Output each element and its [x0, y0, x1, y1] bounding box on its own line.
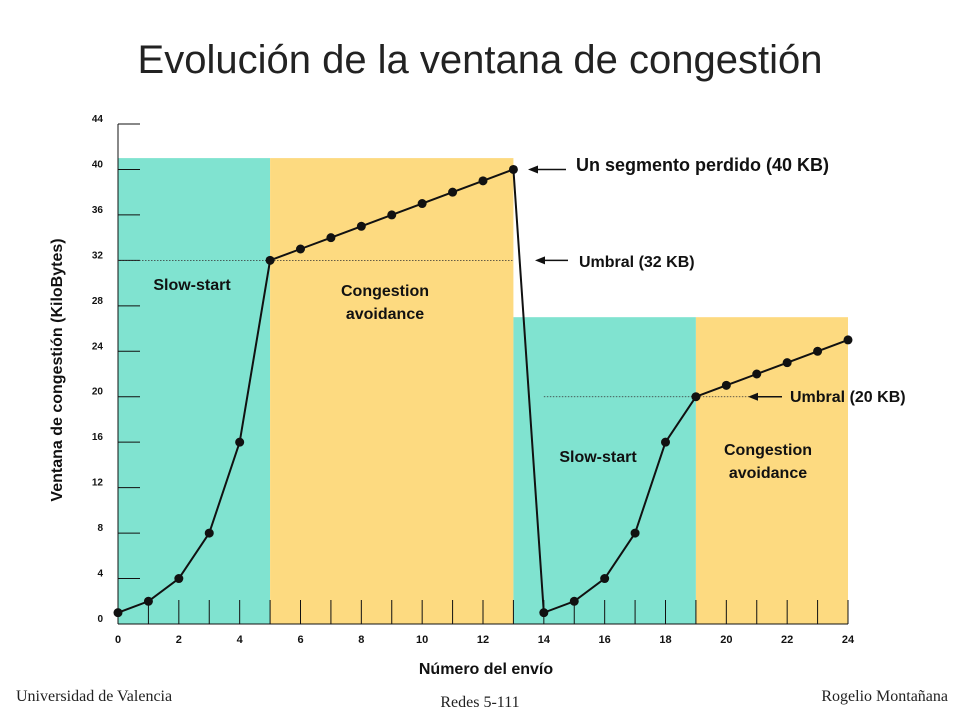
- y-tick-label: 32: [92, 250, 104, 261]
- y-tick-label: 0: [97, 614, 103, 625]
- data-point-22: [782, 358, 792, 368]
- data-point-0: [113, 608, 123, 618]
- y-axis-label: Ventana de congestión (KiloBytes): [49, 238, 66, 501]
- data-point-24: [843, 335, 853, 345]
- x-tick-label: 10: [416, 634, 428, 646]
- data-point-4: [235, 437, 245, 447]
- annotation-arrow-head-1: [535, 256, 545, 265]
- data-point-12: [478, 176, 488, 186]
- x-tick-label: 8: [358, 634, 364, 646]
- data-point-2: [174, 574, 184, 584]
- data-point-19: [691, 392, 701, 402]
- x-tick-label: 6: [297, 634, 303, 646]
- y-tick-label: 20: [92, 387, 104, 398]
- data-point-13: [508, 164, 518, 174]
- data-point-20: [721, 380, 731, 390]
- data-point-3: [204, 528, 214, 538]
- data-point-23: [813, 346, 823, 356]
- annotation-arrow-head-0: [528, 165, 538, 174]
- annotation-label-0: Un segmento perdido (40 KB): [576, 155, 829, 175]
- y-tick-label: 40: [92, 159, 104, 170]
- annotation-label-1: Umbral (32 KB): [579, 254, 695, 271]
- x-tick-label: 18: [659, 634, 671, 646]
- data-point-10: [417, 199, 427, 209]
- region-label-2: Slow-start: [559, 449, 637, 466]
- phase-region-slow-start-2: [513, 317, 696, 624]
- region-label-1-line1: avoidance: [346, 306, 424, 323]
- region-label-3-line1: avoidance: [729, 465, 807, 482]
- annotation-arrow-head-2: [748, 392, 758, 401]
- data-point-8: [356, 221, 366, 231]
- y-tick-label: 16: [92, 432, 104, 443]
- slide-title: Evolución de la ventana de congestión: [137, 38, 823, 82]
- region-label-1-line0: Congestion: [341, 283, 429, 300]
- data-point-11: [448, 187, 458, 197]
- x-tick-label: 24: [842, 634, 855, 646]
- data-point-1: [143, 596, 153, 606]
- footer-university: Universidad de Valencia: [16, 688, 173, 705]
- x-tick-label: 16: [599, 634, 611, 646]
- x-tick-label: 4: [237, 634, 244, 646]
- data-point-16: [600, 574, 610, 584]
- y-tick-label: 8: [97, 523, 103, 534]
- x-tick-label: 22: [781, 634, 793, 646]
- y-tick-label: 36: [92, 205, 104, 216]
- footer-author: Rogelio Montañana: [821, 688, 948, 705]
- data-point-18: [661, 437, 670, 447]
- x-tick-label: 14: [538, 634, 551, 646]
- footer-slide-number: Redes 5-111: [440, 694, 520, 711]
- phase-region-slow-start-0: [118, 158, 271, 624]
- x-tick-label: 12: [477, 634, 489, 646]
- data-point-7: [326, 233, 336, 243]
- data-point-5: [265, 255, 275, 265]
- x-tick-label: 2: [176, 634, 182, 646]
- x-tick-label: 0: [115, 634, 121, 646]
- region-label-3-line0: Congestion: [724, 442, 812, 459]
- data-point-9: [387, 210, 397, 220]
- data-point-14: [539, 608, 549, 618]
- annotation-label-2: Umbral (20 KB): [790, 389, 906, 406]
- data-point-6: [296, 244, 305, 254]
- data-point-15: [569, 596, 579, 606]
- data-point-17: [630, 528, 640, 538]
- x-axis-label: Número del envío: [419, 661, 553, 678]
- y-tick-label: 12: [92, 478, 104, 489]
- y-tick-label: 28: [92, 296, 104, 307]
- y-tick-label: 24: [92, 341, 104, 352]
- x-tick-label: 20: [720, 634, 732, 646]
- phase-region-congestion-avoidance-1: [270, 158, 514, 624]
- y-tick-label: 44: [92, 114, 104, 125]
- data-point-21: [752, 369, 762, 379]
- region-label-0: Slow-start: [153, 277, 231, 294]
- y-tick-label: 4: [97, 569, 103, 580]
